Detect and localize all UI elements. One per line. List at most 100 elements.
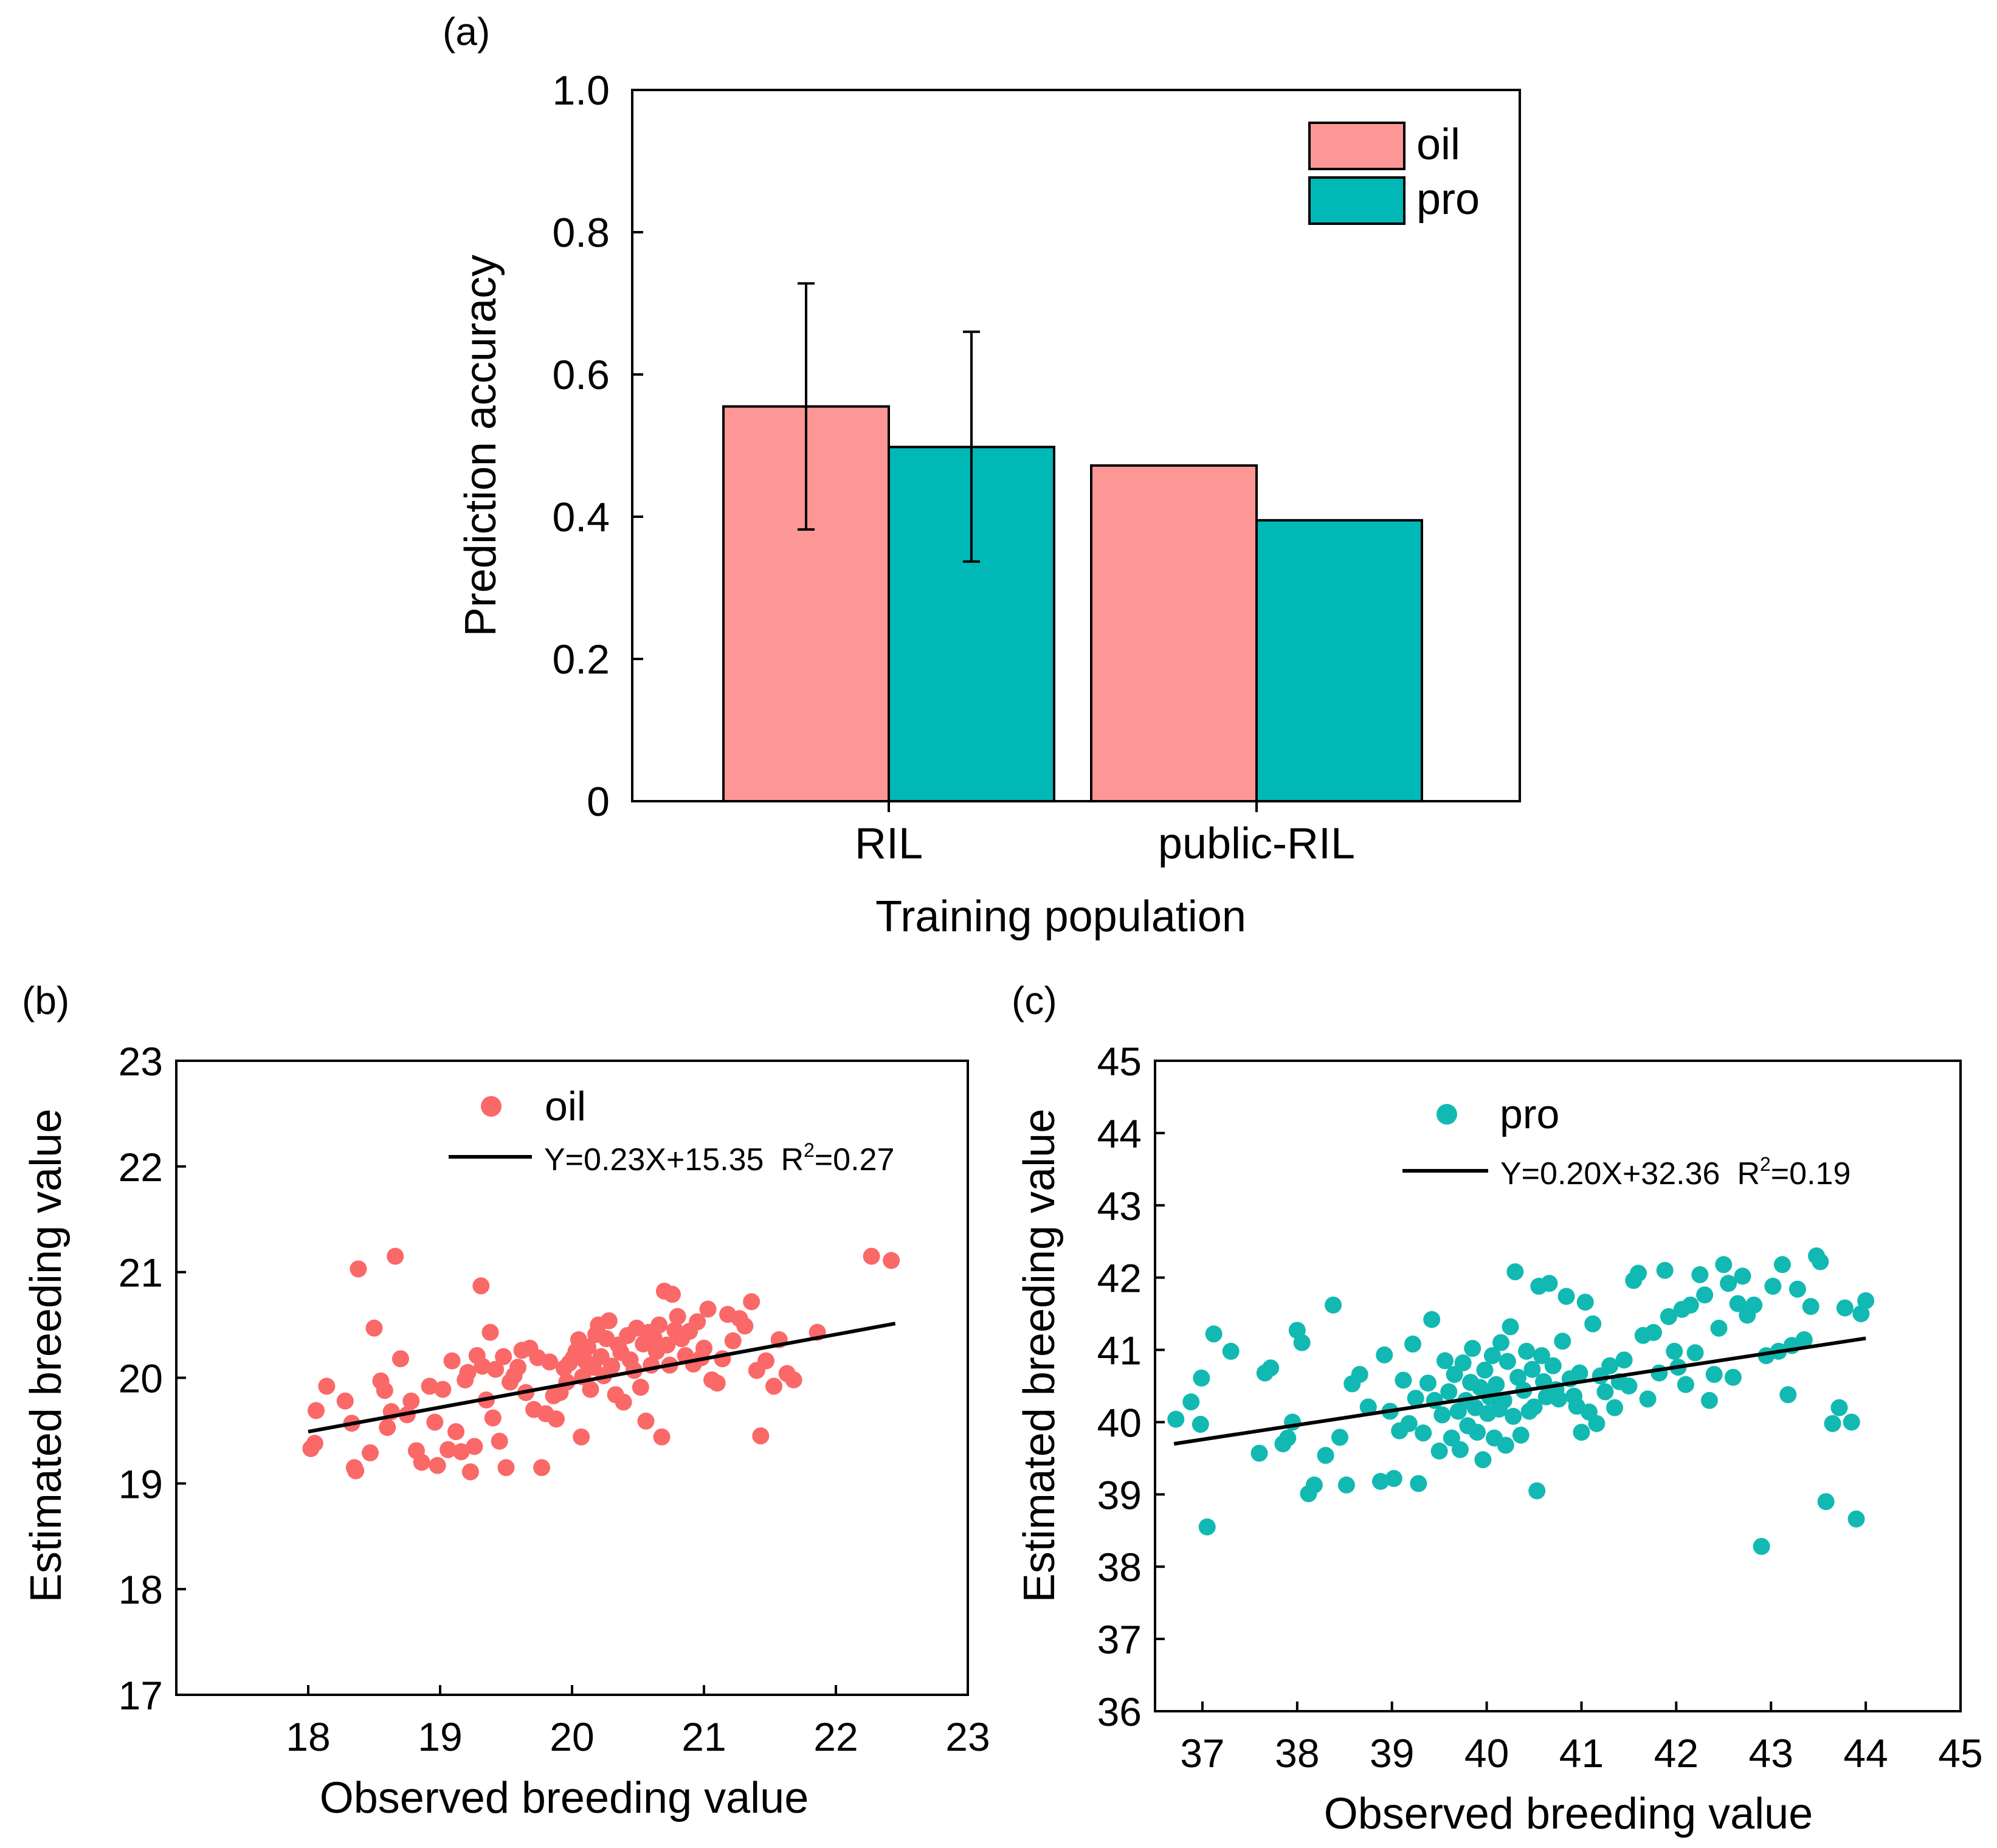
data-point (472, 1277, 490, 1295)
data-point (1192, 1416, 1209, 1433)
x-axis-title: Training population (875, 892, 1246, 941)
data-point (387, 1247, 404, 1265)
y-tick-label: 43 (1097, 1184, 1142, 1229)
legend: oil Y=0.23X+15.35 R2=0.27 (449, 1083, 894, 1177)
panel-b-scatter: (b) 17 18 19 20 21 22 23 18 19 20 21 22 23 Observed… (22, 979, 990, 1822)
data-point (1523, 1360, 1541, 1378)
data-point (736, 1317, 754, 1335)
data-point (547, 1410, 565, 1428)
x-tick-label: 19 (418, 1714, 462, 1759)
y-tick-label: 18 (119, 1567, 163, 1612)
data-point (1802, 1298, 1819, 1315)
x-tick-label: 20 (550, 1714, 594, 1759)
data-point (1525, 1398, 1543, 1416)
data-point (1705, 1365, 1723, 1383)
x-tick-label: 38 (1275, 1731, 1319, 1776)
y-tick-label: 22 (119, 1145, 163, 1190)
data-point (509, 1359, 527, 1376)
data-point (883, 1252, 900, 1269)
data-point (1407, 1390, 1424, 1407)
data-point (1715, 1256, 1733, 1274)
data-point (1305, 1476, 1323, 1494)
data-point (582, 1381, 599, 1398)
data-point (1509, 1368, 1527, 1386)
data-point (459, 1364, 477, 1381)
data-point (1847, 1510, 1865, 1528)
bar-pro-public-RIL (1255, 519, 1423, 802)
legend-label-pro: pro (1500, 1091, 1559, 1137)
data-point (1528, 1482, 1546, 1500)
data-point (1857, 1292, 1875, 1309)
data-point (1430, 1443, 1448, 1460)
data-point (1700, 1391, 1718, 1409)
data-point (1729, 1295, 1747, 1312)
x-tick-label: 37 (1180, 1731, 1224, 1776)
legend-label-oil: oil (1416, 120, 1460, 169)
data-point (863, 1247, 880, 1265)
data-point (1596, 1383, 1614, 1401)
data-point (1615, 1351, 1633, 1369)
scatter-points-group (302, 1247, 900, 1481)
data-point (1812, 1253, 1829, 1270)
data-point (379, 1419, 396, 1436)
data-point (1262, 1359, 1280, 1377)
data-point (1573, 1424, 1590, 1441)
y-axis-ticks: 17 18 19 20 21 22 23 (119, 1039, 186, 1718)
data-point (1376, 1346, 1393, 1364)
data-point (752, 1427, 770, 1445)
data-point (785, 1371, 802, 1388)
error-bars-group (798, 282, 980, 563)
data-point (1395, 1371, 1412, 1389)
x-axis-title: Observed breeding value (1324, 1790, 1813, 1838)
x-tick-label: public-RIL (1158, 819, 1355, 868)
data-point (1557, 1288, 1575, 1305)
legend-swatch-oil (1308, 122, 1405, 170)
data-point (1351, 1365, 1368, 1383)
data-point (306, 1435, 323, 1452)
data-point (1606, 1399, 1624, 1416)
y-tick-label: 41 (1097, 1328, 1142, 1373)
data-point (1437, 1352, 1454, 1370)
data-point (1476, 1361, 1494, 1379)
data-point (1499, 1353, 1516, 1370)
data-point (308, 1402, 325, 1419)
data-point (1469, 1424, 1486, 1441)
bar-series-group (722, 405, 1423, 802)
data-point (1483, 1347, 1501, 1365)
data-point (1817, 1493, 1835, 1511)
data-point (1495, 1391, 1512, 1409)
data-point (1415, 1424, 1432, 1442)
data-point (573, 1428, 590, 1446)
data-point (484, 1409, 502, 1427)
data-point (474, 1357, 491, 1375)
y-tick-label: 20 (119, 1356, 163, 1401)
regression-line (308, 1322, 896, 1434)
data-point (615, 1393, 632, 1411)
data-point (1710, 1319, 1728, 1337)
data-point (1644, 1324, 1662, 1342)
data-point (658, 1336, 676, 1354)
data-point (1677, 1376, 1694, 1393)
data-point (365, 1319, 383, 1337)
x-tick-label: 42 (1654, 1731, 1699, 1776)
data-point (1745, 1296, 1763, 1314)
data-point (603, 1357, 621, 1375)
panel-a-bar-chart: (a) 0 0.2 0.4 0.6 0.8 1.0 RIL public-RIL Train… (443, 10, 1521, 941)
data-point (1433, 1406, 1451, 1424)
data-point (491, 1432, 508, 1450)
data-point (1317, 1447, 1334, 1464)
data-point (689, 1313, 706, 1331)
x-tick-label: 43 (1749, 1731, 1793, 1776)
data-point (1518, 1342, 1536, 1360)
data-point (1182, 1393, 1200, 1411)
data-point (1506, 1263, 1524, 1281)
data-point (421, 1377, 438, 1395)
y-tick-label: 0.6 (552, 352, 610, 398)
data-point (1681, 1296, 1699, 1314)
r2-superscript: 2 (804, 1139, 815, 1161)
r2-letter: R (1737, 1156, 1760, 1191)
y-tick-label: 40 (1097, 1400, 1142, 1445)
data-point (1167, 1410, 1185, 1428)
data-point (1400, 1415, 1418, 1432)
data-point (452, 1443, 470, 1461)
